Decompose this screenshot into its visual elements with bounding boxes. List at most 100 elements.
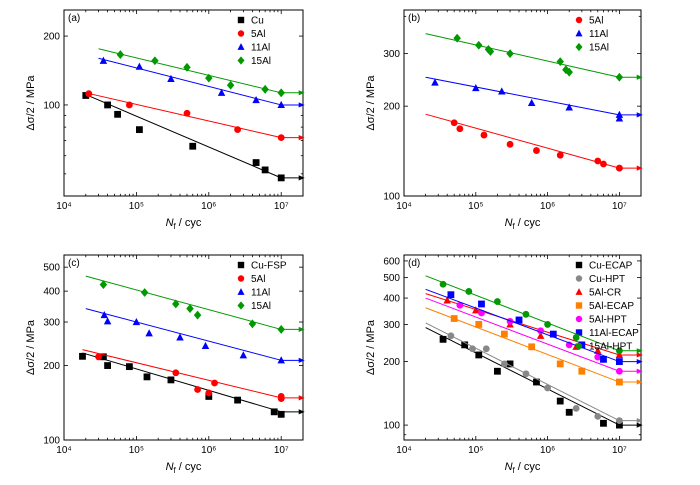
y-tick-label: 500 <box>383 273 400 284</box>
data-point <box>201 341 210 350</box>
runout-arrow <box>636 358 643 365</box>
legend-marker <box>575 275 583 282</box>
x-tick-label: 10⁴ <box>396 201 411 212</box>
chart-panel-4: 10⁴ 10⁵ 10⁶ 10⁷ 100 200 300 400 500 600 (d) Nf / cy… <box>365 254 643 475</box>
fit-line <box>425 76 620 116</box>
data-point <box>140 288 149 297</box>
data-point <box>447 291 455 299</box>
fit-line <box>85 308 282 361</box>
runout-arrow <box>298 134 305 141</box>
data-point <box>176 333 184 341</box>
series-cu-fsp <box>79 352 305 418</box>
data-point <box>277 395 285 403</box>
data-point <box>85 90 93 98</box>
legend-label: Cu-HPT <box>589 274 625 285</box>
x-tick-label: 10⁵ <box>468 201 483 212</box>
data-point <box>114 110 122 118</box>
y-tick-label: 200 <box>383 357 400 368</box>
data-point <box>472 83 480 92</box>
series-15al-hpt <box>425 275 643 355</box>
data-point <box>594 412 602 420</box>
data-point <box>498 87 506 95</box>
legend-marker <box>237 56 245 65</box>
data-point <box>600 160 607 168</box>
legend-label: 15Al <box>251 56 271 67</box>
legend-label: 11Al <box>251 288 270 299</box>
runout-arrow <box>636 368 643 374</box>
x-axis-label: Nf / cyc <box>505 217 541 231</box>
x-axis-label-main: N <box>166 461 174 473</box>
legend-label: 15Al <box>251 301 271 312</box>
data-point <box>506 140 514 148</box>
data-point <box>103 317 112 325</box>
data-point <box>172 299 180 309</box>
x-tick-label: 10⁴ <box>396 445 411 456</box>
data-point <box>234 126 242 134</box>
chart-panel-3: 10⁴ 10⁵ 10⁶ 10⁷ 100 200 300 400 500 (c) Nf / cyc Δσ… <box>25 254 305 475</box>
data-point <box>99 353 107 361</box>
data-point <box>506 49 514 59</box>
plot-frame <box>63 254 304 441</box>
fit-line <box>98 57 282 106</box>
data-point <box>453 33 461 43</box>
data-point <box>277 100 285 109</box>
data-point <box>82 92 90 99</box>
runout-arrow <box>636 74 643 80</box>
data-point <box>494 298 501 305</box>
legend-marker <box>575 302 583 309</box>
series-5al <box>425 113 643 172</box>
x-tick-label: 10⁵ <box>468 445 483 456</box>
data-point <box>615 114 624 122</box>
series-15al <box>98 48 305 98</box>
x-axis-label: Nf / cyc <box>166 461 202 475</box>
data-point <box>189 142 197 150</box>
runout-arrow <box>298 175 305 181</box>
data-point <box>465 288 473 295</box>
data-point <box>549 330 557 338</box>
data-point <box>522 370 530 378</box>
data-point <box>482 345 490 353</box>
runout-arrow <box>298 326 305 333</box>
legend-label: 15Al <box>589 43 609 54</box>
data-point <box>277 356 285 364</box>
data-point <box>556 151 564 159</box>
data-point <box>600 355 607 363</box>
data-point <box>143 373 151 381</box>
fit-line <box>425 322 620 422</box>
data-point <box>562 65 570 75</box>
data-point <box>486 47 495 56</box>
data-point <box>186 304 194 314</box>
x-axis-label: Nf / cyc <box>166 217 202 231</box>
data-point <box>594 353 602 361</box>
legend-marker <box>575 329 583 336</box>
data-point <box>104 101 111 109</box>
x-tick-label: 10⁶ <box>540 445 555 456</box>
legend-label: 11Al <box>589 29 608 40</box>
data-point <box>500 330 508 338</box>
data-point <box>533 147 540 154</box>
data-point <box>447 332 455 340</box>
x-tick-label: 10⁶ <box>201 445 216 456</box>
runout-arrow <box>298 102 305 108</box>
fit-line <box>425 297 620 372</box>
data-point <box>615 378 623 386</box>
fit-line <box>425 288 620 363</box>
legend-label: 11Al <box>251 43 270 54</box>
legend-label: Cu-FSP <box>251 261 287 272</box>
legend-marker <box>237 16 245 24</box>
series-5al <box>85 90 305 141</box>
fit-line <box>425 307 620 383</box>
data-point <box>615 72 624 82</box>
series-11al <box>98 56 305 109</box>
data-point <box>522 310 530 318</box>
data-point <box>270 408 278 416</box>
data-point <box>578 367 586 375</box>
y-axis-label: Δσ/2 / MPa <box>365 319 377 375</box>
x-axis-label-subscript: f <box>174 222 177 231</box>
x-axis-label-unit: / cyc <box>515 217 541 229</box>
x-tick-label: 10⁷ <box>274 201 289 212</box>
legend-label: Cu-ECAP <box>589 261 633 272</box>
series-15al <box>425 33 643 82</box>
data-point <box>478 300 485 308</box>
